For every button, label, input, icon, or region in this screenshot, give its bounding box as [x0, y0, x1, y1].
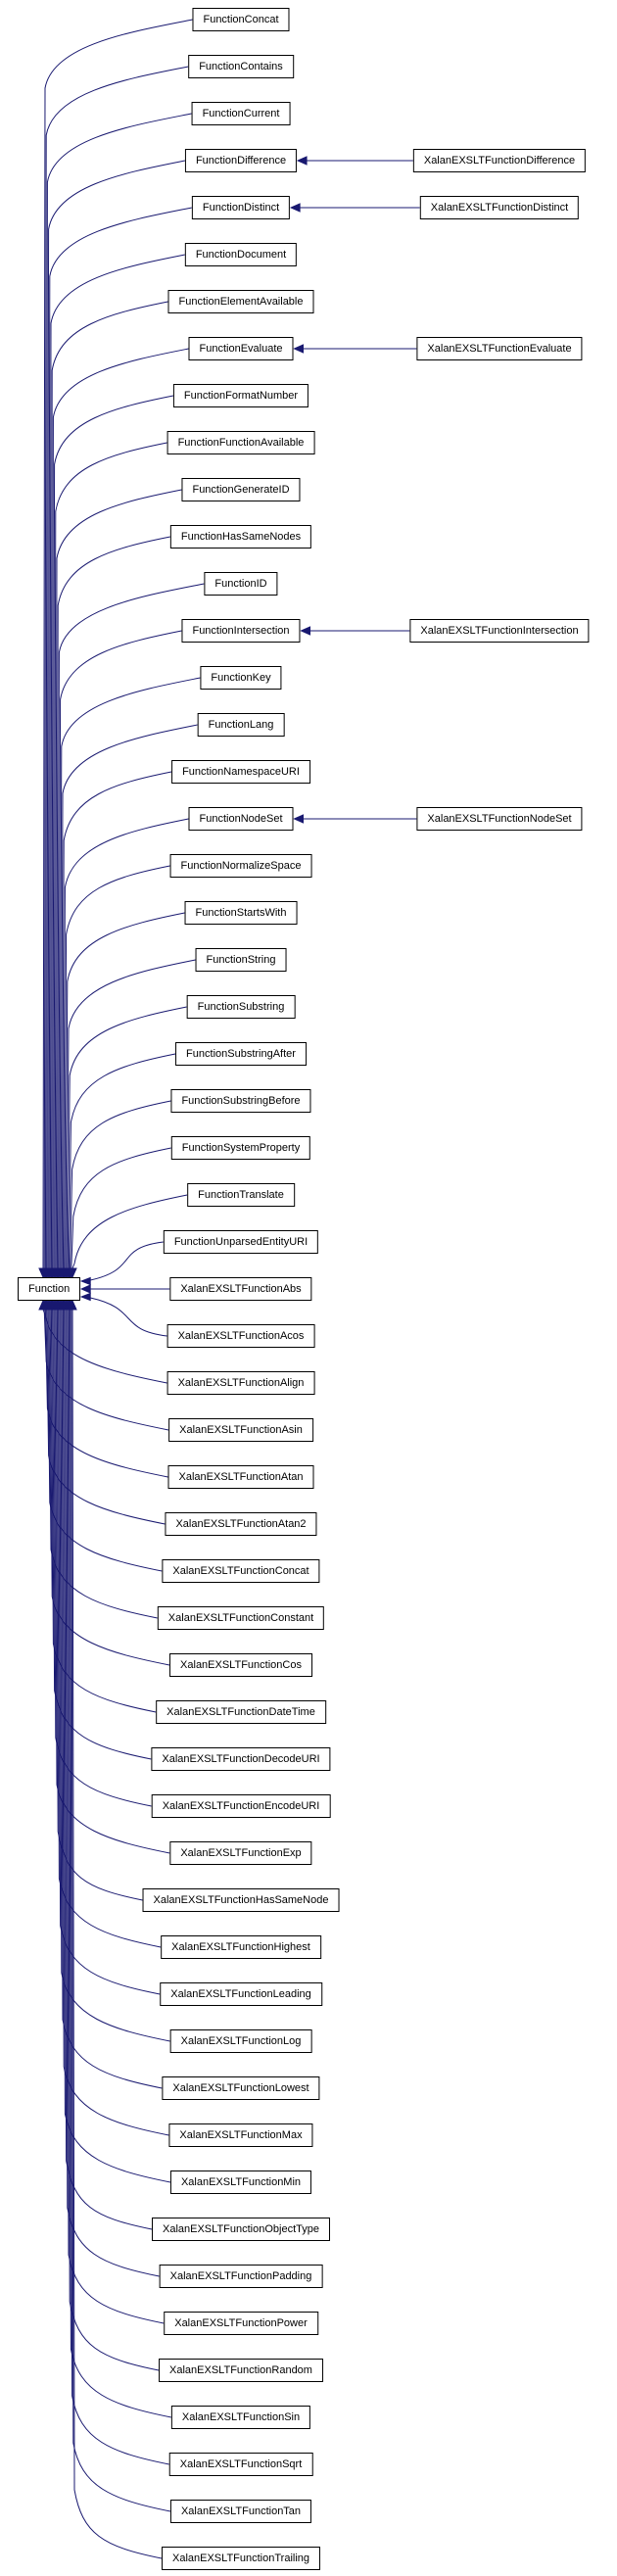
node-xalanexsltfunctionpadding[interactable]: XalanEXSLTFunctionPadding: [159, 2265, 323, 2288]
node-xalanexsltfunctionexp[interactable]: XalanEXSLTFunctionExp: [169, 1841, 312, 1865]
node-xalanexsltfunctionrandom[interactable]: XalanEXSLTFunctionRandom: [159, 2359, 323, 2382]
node-xalanexsltfunctionlog[interactable]: XalanEXSLTFunctionLog: [169, 2029, 312, 2053]
node-xalanexsltfunctionalign[interactable]: XalanEXSLTFunctionAlign: [166, 1371, 315, 1395]
node-xalanexsltfunctionintersection[interactable]: XalanEXSLTFunctionIntersection: [409, 619, 590, 643]
node-functionnamespaceuri[interactable]: FunctionNamespaceURI: [171, 760, 310, 784]
node-xalanexsltfunctionhassamenode[interactable]: XalanEXSLTFunctionHasSameNode: [142, 1888, 340, 1912]
node-functionelementavailable[interactable]: FunctionElementAvailable: [167, 290, 314, 313]
node-xalanexsltfunctionnodeset[interactable]: XalanEXSLTFunctionNodeSet: [416, 807, 583, 831]
node-functionlang[interactable]: FunctionLang: [197, 713, 285, 737]
node-xalanexsltfunctionasin[interactable]: XalanEXSLTFunctionAsin: [168, 1418, 313, 1442]
node-xalanexsltfunctionconcat[interactable]: XalanEXSLTFunctionConcat: [162, 1559, 320, 1583]
node-functionunparsedentityuri[interactable]: FunctionUnparsedEntityURI: [163, 1230, 319, 1254]
node-xalanexsltfunctiontan[interactable]: XalanEXSLTFunctionTan: [169, 2500, 312, 2523]
node-functionformatnumber[interactable]: FunctionFormatNumber: [172, 384, 309, 407]
node-functiontranslate[interactable]: FunctionTranslate: [187, 1183, 295, 1207]
node-xalanexsltfunctionconstant[interactable]: XalanEXSLTFunctionConstant: [157, 1606, 325, 1630]
node-functionsubstringbefore[interactable]: FunctionSubstringBefore: [170, 1089, 311, 1113]
node-xalanexsltfunctionsqrt[interactable]: XalanEXSLTFunctionSqrt: [168, 2453, 313, 2476]
node-xalanexsltfunctionmax[interactable]: XalanEXSLTFunctionMax: [168, 2123, 313, 2147]
node-functioncurrent[interactable]: FunctionCurrent: [191, 102, 291, 125]
node-functionsystemproperty[interactable]: FunctionSystemProperty: [170, 1136, 311, 1160]
node-xalanexsltfunctiondistinct[interactable]: XalanEXSLTFunctionDistinct: [419, 196, 580, 219]
node-xalanexsltfunctionmin[interactable]: XalanEXSLTFunctionMin: [169, 2171, 312, 2194]
node-functionid[interactable]: FunctionID: [204, 572, 278, 596]
node-xalanexsltfunctiontrailing[interactable]: XalanEXSLTFunctionTrailing: [161, 2547, 321, 2570]
node-xalanexsltfunctiondifference[interactable]: XalanEXSLTFunctionDifference: [412, 149, 587, 172]
node-function-base[interactable]: Function: [18, 1277, 81, 1301]
node-functiondocument[interactable]: FunctionDocument: [184, 243, 298, 266]
node-xalanexsltfunctionpower[interactable]: XalanEXSLTFunctionPower: [164, 2312, 318, 2335]
node-xalanexsltfunctionacos[interactable]: XalanEXSLTFunctionAcos: [166, 1324, 315, 1348]
node-xalanexsltfunctiondecodeuri[interactable]: XalanEXSLTFunctionDecodeURI: [151, 1747, 331, 1771]
node-functioncontains[interactable]: FunctionContains: [188, 55, 294, 78]
node-functiongenerateid[interactable]: FunctionGenerateID: [181, 478, 301, 501]
node-functionintersection[interactable]: FunctionIntersection: [181, 619, 301, 643]
node-functiondistinct[interactable]: FunctionDistinct: [191, 196, 291, 219]
node-xalanexsltfunctionhighest[interactable]: XalanEXSLTFunctionHighest: [161, 1935, 321, 1959]
node-xalanexsltfunctiondatetime[interactable]: XalanEXSLTFunctionDateTime: [156, 1700, 326, 1724]
node-xalanexsltfunctionencodeuri[interactable]: XalanEXSLTFunctionEncodeURI: [151, 1794, 331, 1818]
node-functiondifference[interactable]: FunctionDifference: [184, 149, 298, 172]
node-xalanexsltfunctionabs[interactable]: XalanEXSLTFunctionAbs: [169, 1277, 312, 1301]
node-functionevaluate[interactable]: FunctionEvaluate: [188, 337, 294, 360]
node-functionkey[interactable]: FunctionKey: [200, 666, 282, 690]
node-functionsubstringafter[interactable]: FunctionSubstringAfter: [175, 1042, 307, 1066]
node-xalanexsltfunctionevaluate[interactable]: XalanEXSLTFunctionEvaluate: [416, 337, 583, 360]
node-functionsubstring[interactable]: FunctionSubstring: [186, 995, 296, 1019]
node-functionstartswith[interactable]: FunctionStartsWith: [184, 901, 298, 925]
node-xalanexsltfunctionsin[interactable]: XalanEXSLTFunctionSin: [170, 2406, 311, 2429]
node-xalanexsltfunctionatan2[interactable]: XalanEXSLTFunctionAtan2: [165, 1512, 317, 1536]
node-functionnodeset[interactable]: FunctionNodeSet: [188, 807, 294, 831]
node-xalanexsltfunctionlowest[interactable]: XalanEXSLTFunctionLowest: [162, 2076, 320, 2100]
node-functionconcat[interactable]: FunctionConcat: [192, 8, 290, 31]
node-functionfunctionavailable[interactable]: FunctionFunctionAvailable: [166, 431, 315, 454]
node-functionstring[interactable]: FunctionString: [195, 948, 287, 972]
node-xalanexsltfunctionatan[interactable]: XalanEXSLTFunctionAtan: [167, 1465, 314, 1489]
node-xalanexsltfunctionleading[interactable]: XalanEXSLTFunctionLeading: [160, 1982, 322, 2006]
node-xalanexsltfunctionobjecttype[interactable]: XalanEXSLTFunctionObjectType: [152, 2218, 330, 2241]
node-functionhassamenodes[interactable]: FunctionHasSameNodes: [169, 525, 312, 549]
node-xalanexsltfunctioncos[interactable]: XalanEXSLTFunctionCos: [169, 1653, 312, 1677]
node-functionnormalizespace[interactable]: FunctionNormalizeSpace: [169, 854, 312, 878]
